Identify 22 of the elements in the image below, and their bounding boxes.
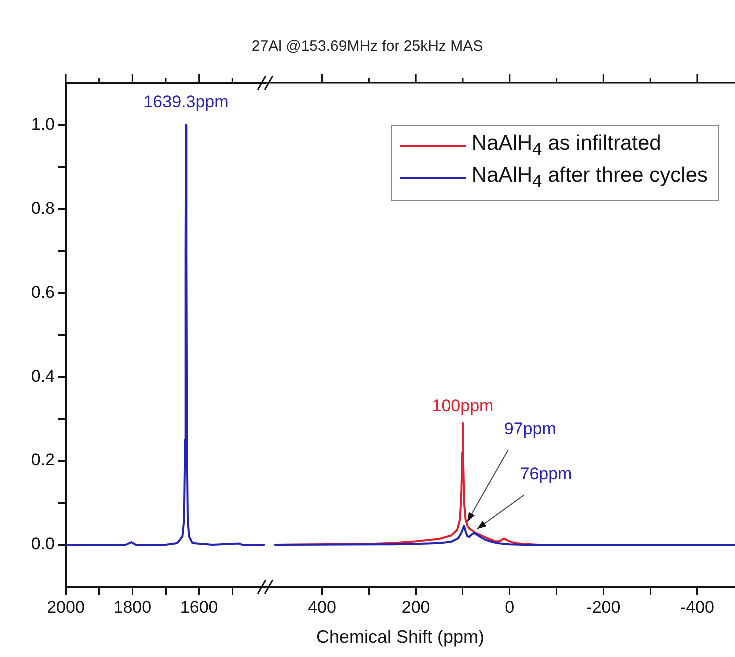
legend-label: NaAlH$_{4}$ as infiltrated	[472, 132, 662, 160]
x-tick-label: -200	[586, 598, 621, 617]
x-tick-label: 2000	[47, 598, 85, 617]
annotation: 97ppm	[504, 419, 556, 438]
x-axis-title: Chemical Shift (ppm)	[315, 627, 486, 648]
x-tick-label: 0	[505, 598, 515, 617]
y-tick-label: 0.6	[31, 282, 55, 302]
x-tick-label: 1800	[114, 598, 152, 617]
y-tick-label: 1.0	[31, 114, 55, 134]
legend-label: NaAlH$_{4}$ after three cycles	[472, 164, 708, 192]
y-tick-label: 0.4	[31, 366, 55, 386]
y-tick-label: 0.0	[31, 534, 55, 554]
annotation: 100ppm	[432, 396, 494, 416]
chart-title: 27Al @153.69MHz for 25kHz MAS	[250, 38, 484, 55]
annotation: 1639.3ppm	[144, 92, 229, 112]
y-tick-label: 0.8	[31, 198, 55, 218]
x-tick-label: 1600	[180, 598, 218, 617]
x-tick-label: 400	[308, 598, 336, 617]
x-tick-label: 200	[402, 598, 430, 617]
annotation: 76ppm	[520, 464, 572, 484]
x-tick-label: -400	[680, 598, 714, 617]
y-tick-label: 0.2	[31, 450, 55, 470]
